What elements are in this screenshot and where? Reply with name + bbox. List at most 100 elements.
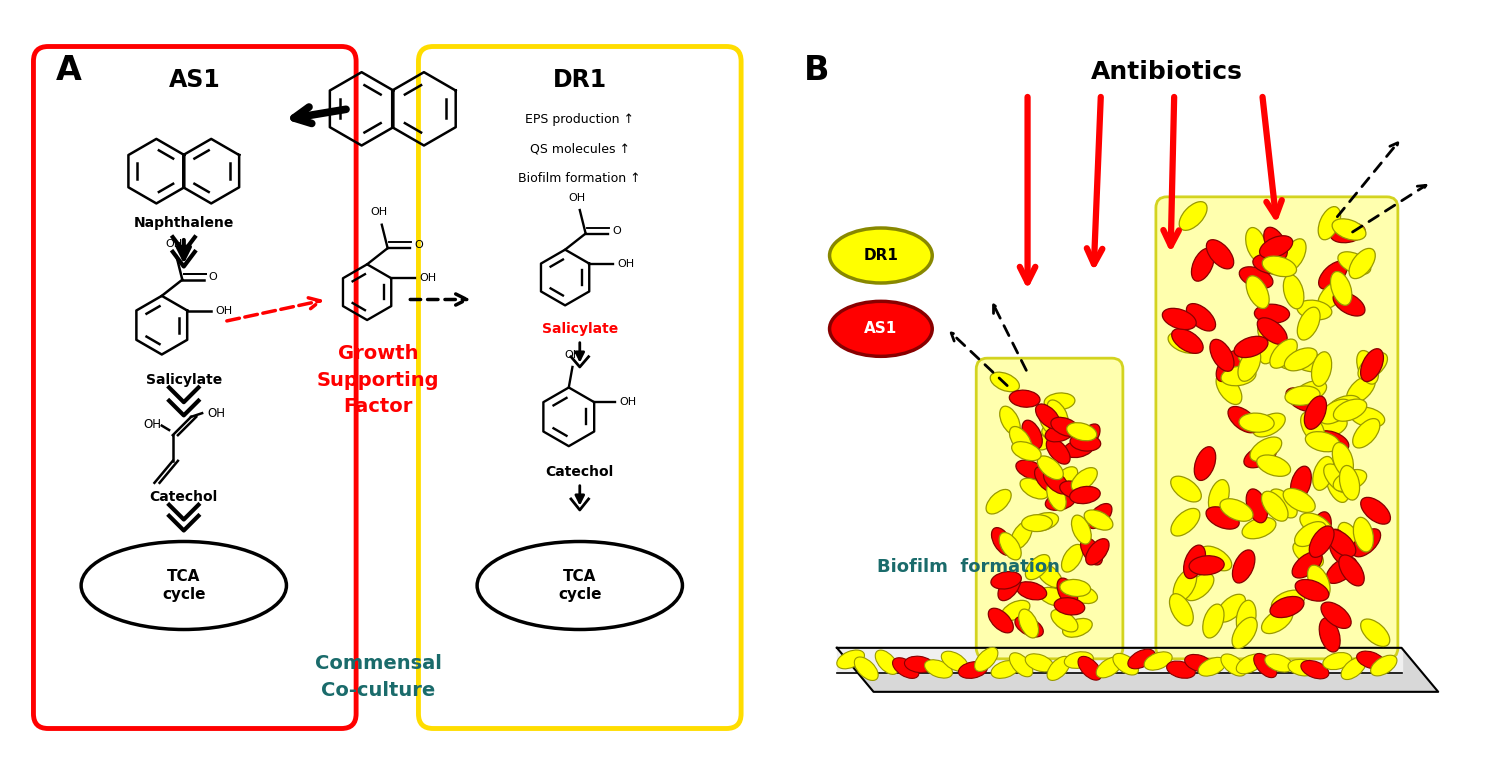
Ellipse shape — [892, 658, 919, 678]
Text: OH: OH — [215, 305, 233, 315]
Ellipse shape — [1309, 526, 1334, 557]
Text: Catechol: Catechol — [150, 491, 218, 505]
Ellipse shape — [1255, 304, 1290, 323]
Ellipse shape — [1081, 538, 1102, 565]
Ellipse shape — [1329, 529, 1350, 563]
Ellipse shape — [989, 608, 1013, 633]
Text: OH: OH — [564, 350, 581, 360]
Ellipse shape — [1045, 492, 1075, 511]
Ellipse shape — [1145, 652, 1172, 670]
Ellipse shape — [1334, 292, 1365, 316]
Ellipse shape — [1184, 574, 1214, 601]
Ellipse shape — [1338, 555, 1364, 586]
Ellipse shape — [1270, 339, 1297, 368]
Text: Salicylate: Salicylate — [145, 374, 222, 388]
Ellipse shape — [1332, 443, 1353, 477]
Ellipse shape — [1282, 239, 1306, 271]
Ellipse shape — [1259, 330, 1281, 363]
Ellipse shape — [1228, 406, 1258, 432]
Ellipse shape — [1256, 455, 1291, 477]
Text: Biofilm  formation: Biofilm formation — [877, 558, 1060, 576]
Text: OH: OH — [419, 274, 437, 283]
Ellipse shape — [986, 490, 1012, 514]
Ellipse shape — [1361, 498, 1391, 524]
Ellipse shape — [1237, 654, 1264, 673]
Ellipse shape — [1293, 552, 1321, 578]
Ellipse shape — [1234, 336, 1269, 357]
Ellipse shape — [1328, 395, 1361, 417]
Text: Antibiotics: Antibiotics — [1092, 60, 1243, 84]
Ellipse shape — [1318, 207, 1341, 239]
Ellipse shape — [1284, 274, 1303, 309]
Polygon shape — [838, 648, 1438, 692]
Ellipse shape — [1016, 460, 1045, 480]
FancyBboxPatch shape — [3, 16, 761, 766]
Ellipse shape — [1045, 393, 1075, 410]
Ellipse shape — [1331, 223, 1365, 243]
Ellipse shape — [1297, 307, 1320, 340]
Ellipse shape — [1356, 350, 1379, 384]
Ellipse shape — [1010, 390, 1040, 407]
Ellipse shape — [1253, 653, 1276, 677]
Ellipse shape — [990, 660, 1019, 678]
Ellipse shape — [1294, 522, 1326, 546]
Ellipse shape — [1039, 587, 1069, 606]
Ellipse shape — [1072, 467, 1098, 491]
Ellipse shape — [1258, 318, 1287, 344]
Ellipse shape — [1025, 555, 1049, 580]
Ellipse shape — [1037, 563, 1061, 587]
Ellipse shape — [1217, 594, 1246, 622]
Ellipse shape — [836, 650, 865, 669]
Text: AS1: AS1 — [169, 67, 221, 91]
Ellipse shape — [1300, 513, 1332, 537]
Ellipse shape — [1356, 651, 1385, 669]
Ellipse shape — [1325, 462, 1358, 484]
Ellipse shape — [1015, 616, 1043, 637]
Ellipse shape — [1261, 608, 1293, 634]
Text: B: B — [804, 53, 830, 87]
Ellipse shape — [1240, 267, 1273, 288]
Ellipse shape — [1022, 420, 1042, 449]
Ellipse shape — [1334, 399, 1367, 422]
Ellipse shape — [1207, 507, 1240, 529]
Ellipse shape — [1021, 478, 1048, 499]
Ellipse shape — [1270, 597, 1303, 618]
Ellipse shape — [1312, 456, 1334, 491]
Ellipse shape — [1012, 522, 1033, 549]
Ellipse shape — [1300, 660, 1329, 679]
FancyBboxPatch shape — [1155, 197, 1399, 659]
Text: O: O — [612, 226, 621, 236]
Ellipse shape — [1021, 429, 1048, 450]
Ellipse shape — [1293, 352, 1328, 372]
Ellipse shape — [942, 651, 968, 671]
Ellipse shape — [1332, 219, 1365, 240]
Ellipse shape — [1341, 657, 1365, 680]
Ellipse shape — [1188, 556, 1225, 575]
FancyBboxPatch shape — [751, 16, 1509, 766]
Ellipse shape — [1216, 374, 1241, 405]
Ellipse shape — [1039, 409, 1061, 436]
Ellipse shape — [1253, 413, 1285, 437]
Ellipse shape — [1069, 487, 1101, 504]
Ellipse shape — [1210, 339, 1234, 371]
Text: OH: OH — [207, 407, 225, 420]
Ellipse shape — [1246, 276, 1269, 308]
Ellipse shape — [1250, 437, 1282, 461]
Ellipse shape — [1293, 381, 1326, 403]
Ellipse shape — [1037, 456, 1063, 480]
Text: EPS production ↑: EPS production ↑ — [525, 113, 634, 126]
Ellipse shape — [1350, 407, 1385, 427]
Ellipse shape — [1216, 350, 1241, 381]
Ellipse shape — [1318, 281, 1346, 309]
Text: OH: OH — [370, 208, 387, 217]
Text: O: O — [209, 272, 218, 282]
Ellipse shape — [1084, 510, 1113, 530]
Ellipse shape — [1060, 481, 1090, 499]
Ellipse shape — [1246, 228, 1267, 262]
Ellipse shape — [1326, 469, 1349, 502]
Ellipse shape — [904, 656, 933, 673]
Text: TCA
cycle: TCA cycle — [558, 570, 602, 601]
Ellipse shape — [1185, 654, 1213, 672]
Ellipse shape — [854, 657, 878, 680]
Ellipse shape — [1046, 400, 1067, 428]
